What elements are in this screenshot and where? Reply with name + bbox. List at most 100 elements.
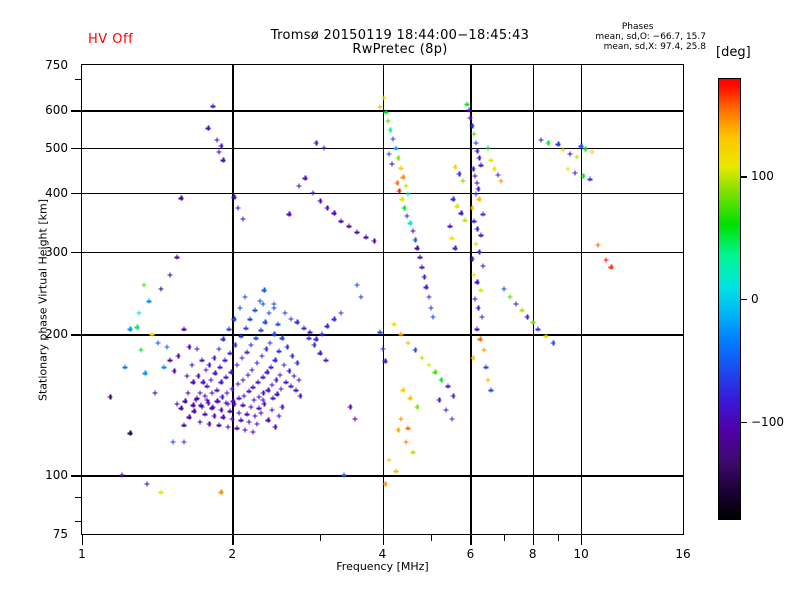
data-point bbox=[475, 186, 481, 192]
data-point bbox=[248, 342, 254, 348]
data-point bbox=[236, 395, 242, 401]
data-point bbox=[234, 362, 240, 368]
data-point bbox=[189, 362, 195, 368]
data-point bbox=[271, 331, 277, 337]
plot-area: 75 100 200 300 400 500 600 750 1 2 4 6 8 10 16 bbox=[45, 58, 691, 561]
data-point bbox=[208, 377, 214, 383]
data-point bbox=[223, 400, 229, 406]
data-point bbox=[449, 235, 455, 241]
data-point bbox=[450, 196, 456, 202]
data-point bbox=[412, 347, 418, 353]
data-point bbox=[485, 377, 491, 383]
data-point bbox=[178, 405, 184, 411]
data-point bbox=[313, 140, 319, 146]
gridline-horizontal bbox=[82, 110, 683, 112]
data-point bbox=[181, 439, 187, 445]
data-point bbox=[279, 335, 285, 341]
data-point bbox=[193, 397, 199, 403]
phase-statistics-row-x: mean, sd,X: 97.4, 25.8 bbox=[603, 42, 706, 52]
data-point bbox=[211, 413, 217, 419]
data-point bbox=[488, 157, 494, 163]
data-point bbox=[229, 416, 235, 422]
data-point bbox=[288, 316, 294, 322]
colorbar-tick-label: −100 bbox=[751, 414, 784, 429]
data-point bbox=[405, 340, 411, 346]
data-point bbox=[171, 368, 177, 374]
data-point bbox=[319, 331, 325, 337]
data-point bbox=[212, 370, 218, 376]
colorbar-tick bbox=[741, 176, 747, 178]
data-point bbox=[324, 205, 330, 211]
data-point bbox=[401, 205, 407, 211]
data-point bbox=[252, 307, 258, 313]
data-point bbox=[224, 390, 230, 396]
colorbar-tick-label: 100 bbox=[751, 169, 774, 184]
data-point bbox=[269, 407, 275, 413]
data-point bbox=[259, 353, 265, 359]
data-point bbox=[474, 226, 480, 232]
data-point bbox=[149, 331, 155, 337]
plot-title-line2: RwPretec (8p) bbox=[352, 42, 448, 57]
data-point bbox=[341, 472, 347, 478]
data-point bbox=[194, 395, 200, 401]
data-point bbox=[543, 333, 549, 339]
data-point bbox=[428, 305, 434, 311]
data-point bbox=[382, 358, 388, 364]
data-point bbox=[403, 439, 409, 445]
x-axis-tick-label: 4 bbox=[378, 547, 387, 561]
data-point bbox=[404, 213, 410, 219]
data-point bbox=[234, 425, 240, 431]
data-point bbox=[456, 171, 462, 177]
data-point bbox=[347, 404, 353, 410]
data-point bbox=[474, 180, 480, 186]
data-point bbox=[260, 397, 266, 403]
data-point bbox=[161, 364, 167, 370]
data-point bbox=[301, 325, 307, 331]
data-point bbox=[174, 254, 180, 260]
data-point bbox=[181, 422, 187, 428]
data-point bbox=[164, 344, 170, 350]
data-point bbox=[488, 387, 494, 393]
data-point bbox=[174, 401, 180, 407]
data-point bbox=[464, 101, 470, 107]
data-point bbox=[204, 397, 210, 403]
data-point bbox=[210, 404, 216, 410]
data-point bbox=[219, 394, 225, 400]
data-point bbox=[242, 427, 248, 433]
data-point bbox=[226, 326, 232, 332]
data-point bbox=[414, 245, 420, 251]
data-point bbox=[352, 416, 358, 422]
data-point bbox=[209, 390, 215, 396]
data-point bbox=[405, 425, 411, 431]
data-point bbox=[232, 342, 238, 348]
data-point bbox=[495, 172, 501, 178]
data-point bbox=[387, 127, 393, 133]
data-point bbox=[240, 216, 246, 222]
data-point bbox=[199, 357, 205, 363]
data-point bbox=[560, 147, 566, 153]
data-point bbox=[582, 146, 588, 152]
data-point bbox=[231, 194, 237, 200]
data-point bbox=[432, 369, 438, 375]
data-point bbox=[249, 367, 255, 373]
x-axis-tick-label: 10 bbox=[573, 547, 589, 561]
data-point bbox=[216, 149, 222, 155]
data-point bbox=[419, 355, 425, 361]
data-point bbox=[170, 439, 176, 445]
data-point bbox=[225, 401, 231, 407]
data-point bbox=[260, 301, 266, 307]
x-axis-tick bbox=[470, 534, 472, 545]
data-point bbox=[241, 393, 247, 399]
data-point bbox=[199, 404, 205, 410]
data-point bbox=[603, 257, 609, 263]
data-point bbox=[466, 107, 472, 113]
data-point bbox=[266, 310, 272, 316]
data-point bbox=[225, 424, 231, 430]
data-point bbox=[567, 151, 573, 157]
data-point bbox=[256, 394, 262, 400]
data-point bbox=[443, 407, 449, 413]
data-point bbox=[480, 211, 486, 217]
data-point bbox=[239, 355, 245, 361]
data-point bbox=[251, 397, 257, 403]
data-point bbox=[587, 176, 593, 182]
